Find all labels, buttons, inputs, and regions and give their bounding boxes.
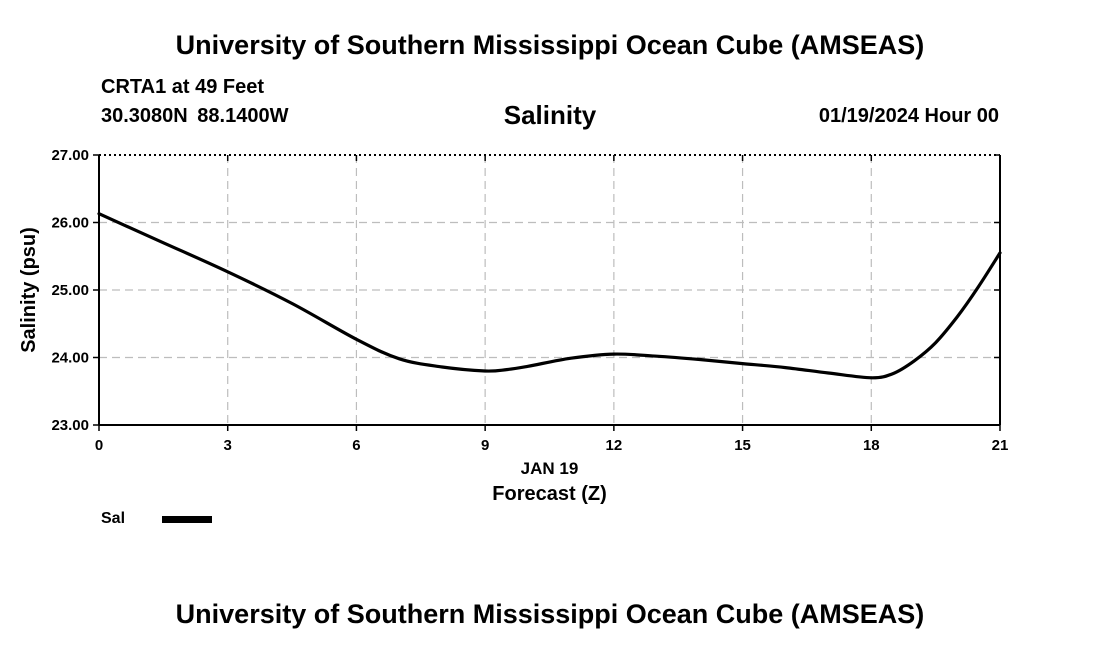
x-tick-label: 21 [992, 437, 1009, 454]
x-tick-label: 15 [734, 437, 751, 454]
chart-main-title: University of Southern Mississippi Ocean… [175, 30, 925, 60]
x-tick-label: 3 [224, 437, 232, 454]
y-tick-label: 23.00 [51, 417, 89, 434]
station-label: CRTA1 at 49 Feet [101, 76, 265, 98]
forecast-date-label: 01/19/2024 Hour 00 [818, 105, 999, 127]
x-axis-date-label: JAN 19 [521, 459, 579, 478]
legend-swatch [162, 516, 212, 523]
x-tick-label: 9 [481, 437, 489, 454]
x-axis-label: Forecast (Z) [492, 483, 606, 505]
x-tick-label: 6 [352, 437, 360, 454]
y-tick-label: 27.00 [51, 147, 89, 164]
y-tick-label: 25.00 [51, 282, 89, 299]
x-tick-label: 18 [863, 437, 880, 454]
x-tick-label: 12 [606, 437, 623, 454]
series-line-sal [97, 212, 1002, 380]
y-tick-label: 26.00 [51, 215, 89, 232]
legend-label: Sal [101, 510, 126, 527]
footer-title: University of Southern Mississippi Ocean… [175, 599, 925, 629]
x-tick-label: 0 [95, 437, 103, 454]
y-tick-label: 24.00 [51, 350, 89, 367]
coordinates-label: 30.3080N 88.1400W [101, 105, 289, 127]
y-axis-label: Salinity (psu) [18, 227, 40, 353]
chart-title: Salinity [503, 100, 597, 130]
